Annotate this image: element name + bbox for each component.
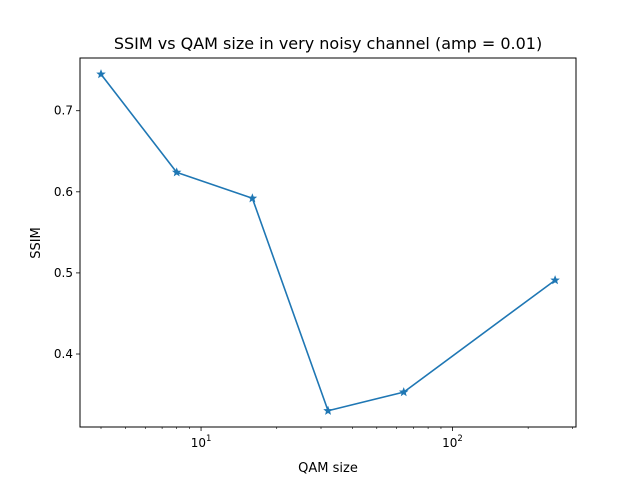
- series-line: [100, 73, 556, 412]
- data-point-marker: [323, 405, 333, 415]
- x-tick-label: 102: [442, 434, 463, 450]
- data-point-marker: [247, 193, 258, 203]
- y-tick-label: 0.5: [54, 266, 73, 280]
- data-point-marker: [96, 69, 106, 79]
- x-axis-label: QAM size: [298, 461, 358, 476]
- x-tick-label: 101: [191, 434, 212, 450]
- data-point-marker: [171, 167, 182, 177]
- chart-title: SSIM vs QAM size in very noisy channel (…: [114, 34, 542, 53]
- y-tick-label: 0.4: [54, 347, 73, 361]
- y-axis-ticks: 0.4 0.5 0.6 0.7: [54, 104, 80, 361]
- y-tick-label: 0.7: [54, 104, 73, 118]
- data-point-marker: [550, 275, 560, 285]
- plot-area: [79, 57, 577, 428]
- data-series: [96, 69, 560, 415]
- data-point-marker: [398, 387, 409, 397]
- x-minor-ticks: [100, 427, 573, 429]
- y-axis-label: SSIM: [29, 227, 44, 259]
- y-tick-label: 0.6: [54, 185, 73, 199]
- x-axis-ticks: 101 102: [191, 427, 463, 450]
